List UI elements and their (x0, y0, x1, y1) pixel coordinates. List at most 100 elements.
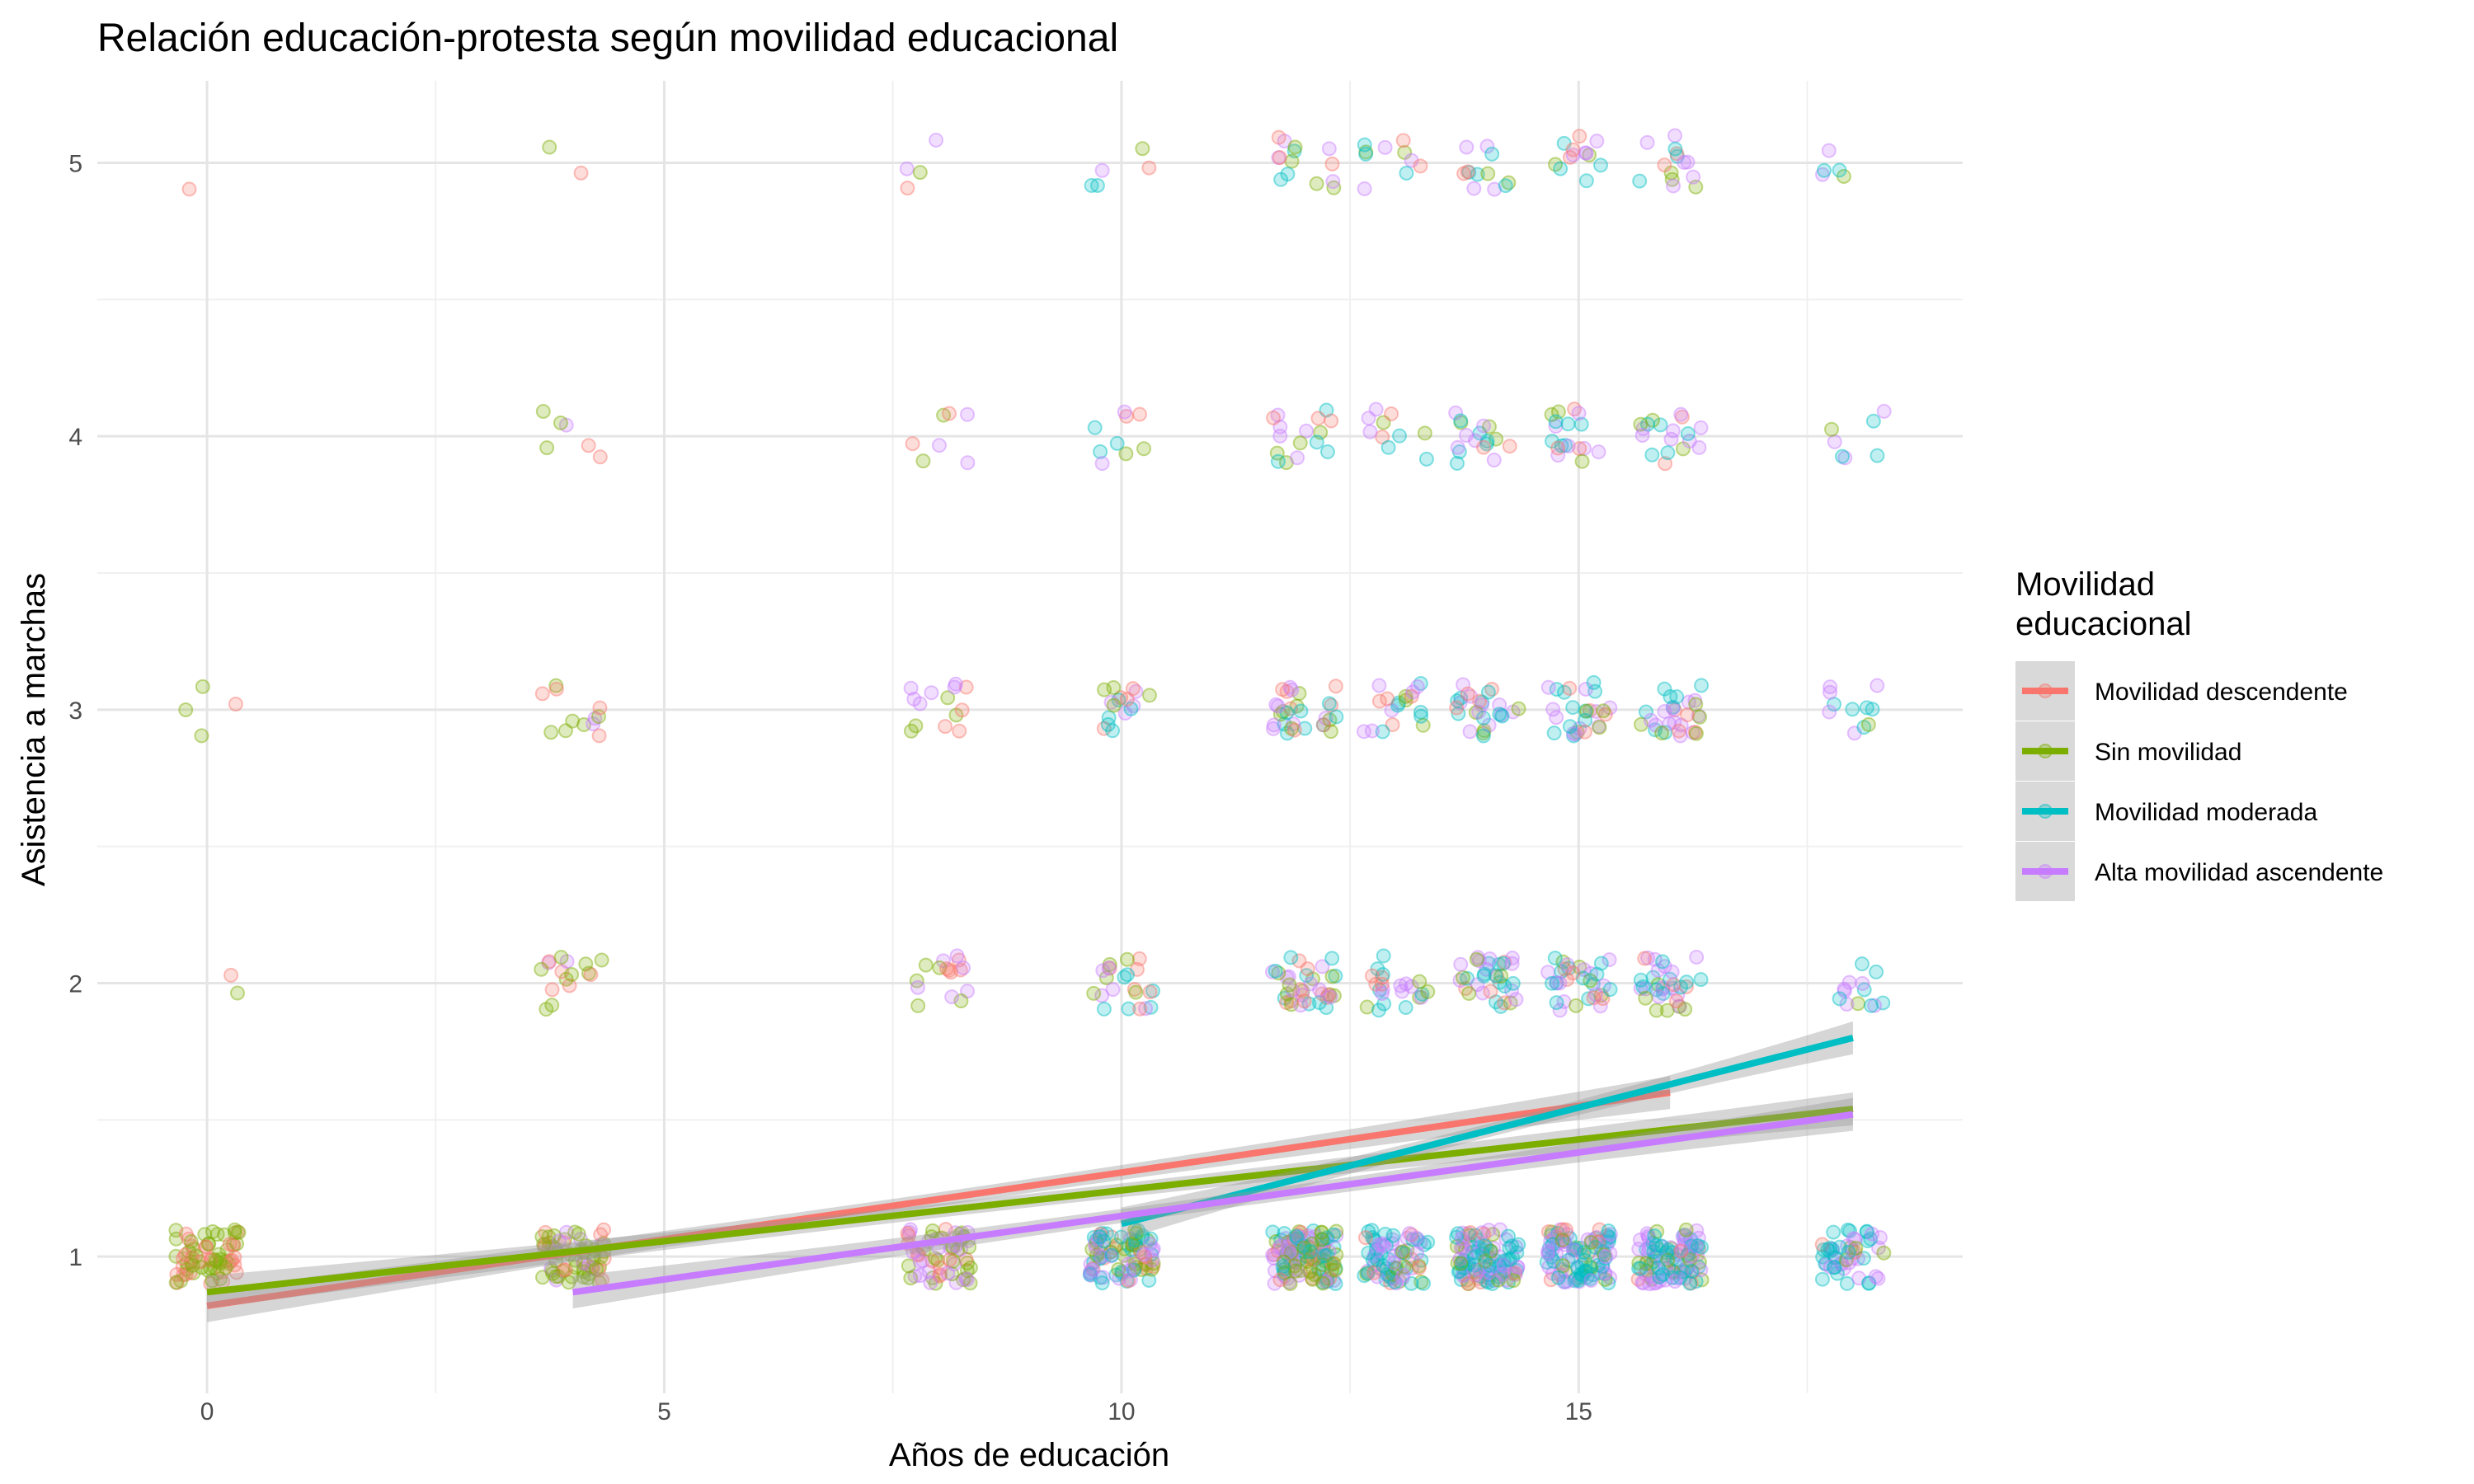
data-point (1462, 1236, 1478, 1252)
data-point (1562, 680, 1578, 696)
x-tick-label: 0 (200, 1398, 214, 1425)
data-point (1634, 716, 1649, 732)
data-point (587, 711, 603, 726)
data-point (1594, 1243, 1610, 1259)
data-point (906, 691, 922, 707)
data-point (1411, 1258, 1427, 1274)
data-point (1138, 1256, 1154, 1271)
data-point (1358, 144, 1374, 160)
data-point (1405, 1232, 1421, 1247)
data-point (1328, 679, 1343, 694)
data-point (962, 1260, 978, 1275)
data-point (1306, 1252, 1322, 1267)
data-point (1553, 161, 1569, 176)
data-point (1876, 403, 1892, 419)
data-point (1392, 1274, 1408, 1289)
data-point (1323, 1256, 1338, 1272)
data-point (1380, 439, 1396, 455)
data-point (1554, 438, 1569, 453)
data-point (205, 1273, 220, 1289)
data-point (1305, 1223, 1321, 1238)
data-point (1266, 410, 1282, 425)
data-point (194, 1253, 209, 1269)
data-point (1562, 719, 1578, 735)
data-point (1381, 1269, 1397, 1284)
data-point (1295, 983, 1310, 998)
data-point (1591, 719, 1606, 735)
data-point (539, 1002, 554, 1017)
data-point (1859, 700, 1874, 716)
data-point (1265, 1247, 1281, 1263)
data-point (1548, 414, 1564, 430)
data-point (1272, 150, 1287, 166)
data-point (1107, 1240, 1122, 1256)
data-point (1312, 1249, 1328, 1265)
data-point (959, 1272, 975, 1288)
data-point (908, 718, 924, 734)
data-point (1117, 705, 1133, 721)
data-point (1315, 1237, 1330, 1252)
data-point (1832, 162, 1847, 178)
data-point (903, 723, 919, 739)
data-point (1467, 433, 1483, 448)
data-point (1326, 1239, 1342, 1255)
data-point (203, 1252, 219, 1268)
data-point (1597, 1266, 1613, 1282)
data-point (1366, 1249, 1382, 1265)
data-point (1505, 975, 1521, 991)
data-point (1285, 1254, 1300, 1270)
data-point (183, 1234, 199, 1250)
data-point (1632, 173, 1648, 189)
data-point (1475, 1242, 1490, 1257)
data-point (1394, 1244, 1409, 1260)
data-point (1691, 439, 1707, 455)
data-point (1467, 1249, 1483, 1265)
data-point (1283, 950, 1299, 965)
data-point (204, 1252, 219, 1267)
data-point (1492, 1257, 1507, 1273)
data-point (1543, 1233, 1559, 1249)
data-point (1568, 1240, 1583, 1256)
data-point (1553, 1222, 1569, 1237)
data-point (1397, 144, 1413, 160)
data-point (1324, 697, 1339, 713)
data-point (1141, 160, 1157, 176)
data-point (1577, 1263, 1592, 1279)
data-point (1688, 1274, 1704, 1289)
data-point (910, 1247, 925, 1262)
data-point (1689, 949, 1705, 965)
data-point (1300, 1249, 1315, 1265)
data-point (1491, 1272, 1507, 1288)
data-point (1111, 693, 1126, 708)
data-point (933, 1266, 948, 1282)
data-point (1119, 692, 1135, 707)
data-point (184, 1238, 200, 1254)
data-point (1649, 1003, 1664, 1018)
data-point (1292, 435, 1308, 451)
data-point (177, 1247, 193, 1263)
data-point (1385, 1266, 1401, 1282)
data-point (1543, 1272, 1559, 1288)
data-point (1315, 1275, 1331, 1291)
data-point (1566, 1242, 1582, 1257)
data-point (1122, 1231, 1138, 1247)
data-point (1545, 1231, 1561, 1247)
data-point (173, 1273, 189, 1289)
data-point (1484, 1275, 1500, 1291)
data-point (1870, 678, 1885, 693)
data-point (544, 982, 560, 998)
data-point (534, 1229, 550, 1245)
data-point (1307, 1244, 1323, 1260)
data-point (1557, 1233, 1573, 1249)
data-point (1376, 948, 1391, 964)
data-point (1413, 158, 1428, 174)
data-point (1633, 981, 1649, 997)
data-point (534, 1270, 550, 1285)
data-point (1502, 1240, 1517, 1256)
data-point (1324, 969, 1340, 984)
data-point (1375, 985, 1390, 1001)
data-point (1660, 1242, 1676, 1258)
data-point (1680, 426, 1696, 442)
data-point (1676, 1228, 1691, 1243)
data-point (1413, 704, 1428, 720)
